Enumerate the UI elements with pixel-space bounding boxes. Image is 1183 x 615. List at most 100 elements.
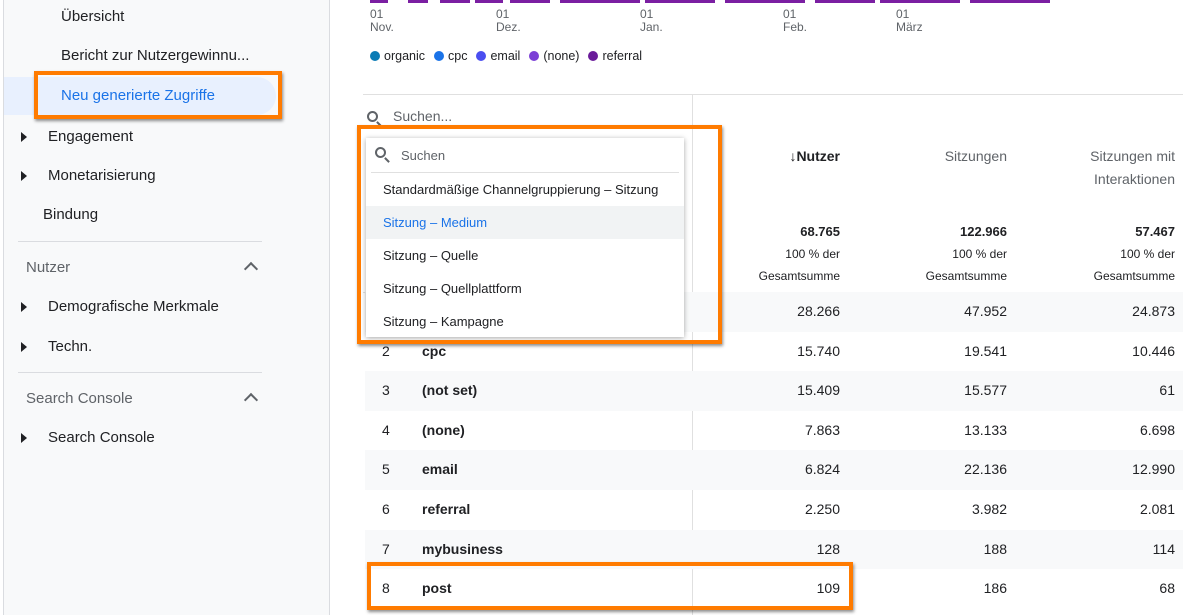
legend-item[interactable]: cpc (434, 49, 467, 63)
x-tick: 01 Jan. (640, 7, 663, 34)
table-row[interactable]: 8 post 109 186 68 (365, 569, 1183, 609)
x-tick: 01 Nov. (370, 7, 394, 34)
sidebar-item-bindung[interactable]: Bindung (43, 206, 99, 223)
table-row[interactable]: 4 (none) 7.863 13.133 6.698 (365, 411, 1183, 451)
cell-sitzungen-mit-interaktionen: 68 (1159, 580, 1175, 597)
chart-bars (370, 0, 1090, 3)
column-header-nutzer[interactable]: ↓Nutzer (789, 148, 840, 164)
row-dimension[interactable]: cpc (422, 342, 447, 359)
cell-nutzer: 109 (816, 580, 840, 597)
section-title-nutzer[interactable]: Nutzer (26, 259, 71, 276)
cell-sitzungen: 15.577 (964, 382, 1007, 399)
row-index: 2 (382, 342, 390, 359)
cell-nutzer: 28.266 (797, 303, 840, 319)
chevron-up-icon[interactable] (243, 392, 259, 408)
cell-sitzungen: 13.133 (964, 421, 1007, 438)
legend-item[interactable]: organic (370, 49, 425, 63)
dropdown-option-selected[interactable]: Sitzung – Medium (366, 206, 684, 239)
column-divider (692, 94, 693, 615)
cell-sitzungen-mit-interaktionen: 2.081 (1139, 501, 1175, 517)
cell-sitzungen-mit-interaktionen: 61 (1159, 382, 1175, 399)
cell-nutzer: 2.250 (804, 501, 840, 517)
row-index: 3 (382, 382, 390, 399)
total-sitzungen-mit-interaktionen: 57.467 100 % der Gesamtsumme (1093, 224, 1175, 283)
dropdown-option[interactable]: Sitzung – Kampagne (383, 314, 504, 329)
cell-nutzer: 128 (816, 540, 840, 557)
row-index: 8 (382, 580, 390, 597)
highlight-box (34, 71, 282, 119)
total-sitzungen: 122.966 100 % der Gesamtsumme (925, 224, 1007, 283)
divider (18, 372, 262, 373)
dimension-dropdown: Suchen Standardmäßige Channelgruppierung… (366, 138, 684, 337)
sidebar-item-neu-generierte-zugriffe[interactable]: Neu generierte Zugriffe (61, 87, 215, 104)
table-row[interactable]: 3 (not set) 15.409 15.577 61 (365, 371, 1183, 411)
row-dimension[interactable]: (not set) (422, 382, 478, 399)
sidebar-item-uebersicht[interactable]: Übersicht (61, 8, 125, 25)
section-title-search-console[interactable]: Search Console (26, 390, 133, 407)
divider (18, 241, 262, 242)
dropdown-option[interactable]: Sitzung – Quellplattform (383, 281, 522, 296)
column-header-sitzungen[interactable]: Sitzungen (944, 148, 1007, 164)
row-index: 4 (382, 421, 390, 438)
row-index: 5 (382, 461, 390, 478)
row-dimension[interactable]: (none) (422, 421, 465, 438)
legend-item[interactable]: referral (588, 49, 642, 63)
sidebar: Übersicht Bericht zur Nutzergewinnu... N… (3, 0, 330, 615)
table-row[interactable]: 5 email 6.824 22.136 12.990 (365, 450, 1183, 490)
dropdown-option[interactable]: Sitzung – Quelle (383, 248, 479, 263)
cell-sitzungen-mit-interaktionen: 10.446 (1132, 342, 1175, 359)
row-dimension[interactable]: email (422, 461, 458, 478)
highlight-box (357, 125, 722, 344)
divider (371, 172, 679, 173)
search-icon (367, 111, 378, 122)
row-dimension[interactable]: post (422, 580, 452, 597)
cell-sitzungen: 47.952 (964, 303, 1007, 319)
table-row[interactable]: 6 referral 2.250 3.982 2.081 (365, 490, 1183, 530)
cell-nutzer: 7.863 (804, 421, 840, 438)
chevron-up-icon[interactable] (243, 261, 259, 277)
x-tick: 01 Feb. (783, 7, 808, 34)
x-tick: 01 März (896, 7, 923, 34)
row-dimension[interactable]: referral (422, 501, 471, 517)
cell-nutzer: 15.740 (797, 342, 840, 359)
sidebar-item-nutzergewinnung[interactable]: Bericht zur Nutzergewinnu... (61, 47, 250, 64)
sidebar-item-engagement[interactable]: Engagement (48, 128, 134, 145)
active-item-background (4, 77, 276, 115)
cell-sitzungen-mit-interaktionen: 12.990 (1132, 461, 1175, 478)
expand-arrow-icon[interactable] (21, 433, 27, 443)
expand-arrow-icon[interactable] (21, 302, 27, 312)
highlight-box (367, 562, 853, 610)
sidebar-item-search-console[interactable]: Search Console (48, 429, 155, 446)
legend-item[interactable]: (none) (529, 49, 579, 63)
divider (363, 94, 1183, 95)
sidebar-item-techn[interactable]: Techn. (48, 338, 93, 355)
column-header-sitzungen-mit-interaktionen[interactable]: Sitzungen mit Interaktionen (1090, 148, 1175, 187)
cell-nutzer: 6.824 (804, 461, 840, 478)
table-search-input[interactable]: Suchen... (393, 108, 453, 124)
cell-sitzungen: 186 (983, 580, 1007, 597)
cell-sitzungen: 188 (983, 540, 1007, 557)
dropdown-search-input[interactable]: Suchen (401, 148, 446, 163)
cell-sitzungen-mit-interaktionen: 24.873 (1132, 303, 1175, 319)
cell-sitzungen-mit-interaktionen: 6.698 (1139, 421, 1175, 438)
dropdown-option[interactable]: Standardmäßige Channelgruppierung – Sitz… (383, 182, 659, 197)
expand-arrow-icon[interactable] (21, 171, 27, 181)
expand-arrow-icon[interactable] (21, 132, 27, 142)
row-dimension[interactable]: mybusiness (422, 540, 503, 557)
cell-sitzungen: 22.136 (964, 461, 1007, 478)
sidebar-item-monetarisierung[interactable]: Monetarisierung (48, 167, 156, 184)
expand-arrow-icon[interactable] (21, 342, 27, 352)
chart-legend: organic cpc email (none) referral (370, 49, 642, 63)
cell-sitzungen: 19.541 (964, 342, 1007, 359)
search-icon (375, 147, 386, 158)
sidebar-item-demografische-merkmale[interactable]: Demografische Merkmale (48, 298, 219, 315)
x-tick: 01 Dez. (496, 7, 521, 34)
table-row[interactable]: 2 cpc 15.740 19.541 10.446 (365, 332, 1183, 372)
cell-sitzungen: 3.982 (971, 501, 1007, 517)
cell-nutzer: 15.409 (797, 382, 840, 399)
row-index: 6 (382, 501, 390, 517)
row-index: 7 (382, 540, 390, 557)
legend-item[interactable]: email (476, 49, 520, 63)
total-nutzer: 68.765 100 % der Gesamtsumme (758, 224, 840, 283)
cell-sitzungen-mit-interaktionen: 114 (1152, 540, 1175, 557)
